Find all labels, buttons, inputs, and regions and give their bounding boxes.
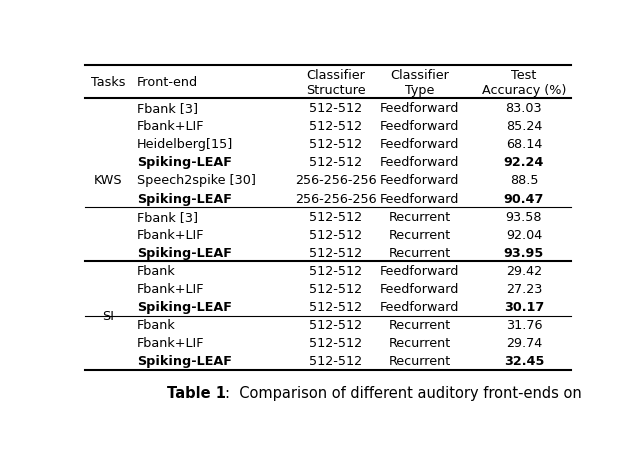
Text: Spiking-LEAF: Spiking-LEAF [137, 354, 232, 368]
Text: 93.95: 93.95 [504, 246, 544, 259]
Text: Spiking-LEAF: Spiking-LEAF [137, 300, 232, 313]
Text: Feedforward: Feedforward [380, 138, 460, 151]
Text: Feedforward: Feedforward [380, 156, 460, 169]
Text: Fbank [3]: Fbank [3] [137, 102, 198, 115]
Text: Table 1: Table 1 [167, 385, 226, 400]
Text: 512-512: 512-512 [309, 336, 362, 350]
Text: Fbank+LIF: Fbank+LIF [137, 120, 205, 133]
Text: Spiking-LEAF: Spiking-LEAF [137, 192, 232, 205]
Text: 512-512: 512-512 [309, 318, 362, 331]
Text: 83.03: 83.03 [506, 102, 542, 115]
Text: 29.42: 29.42 [506, 264, 542, 277]
Text: Test
Accuracy (%): Test Accuracy (%) [482, 69, 566, 97]
Text: Heidelberg[15]: Heidelberg[15] [137, 138, 234, 151]
Text: 512-512: 512-512 [309, 282, 362, 295]
Text: 512-512: 512-512 [309, 102, 362, 115]
Text: Fbank+LIF: Fbank+LIF [137, 228, 205, 241]
Text: 92.04: 92.04 [506, 228, 542, 241]
Text: 512-512: 512-512 [309, 120, 362, 133]
Text: 512-512: 512-512 [309, 228, 362, 241]
Text: Tasks: Tasks [91, 76, 125, 89]
Text: Fbank: Fbank [137, 318, 176, 331]
Text: Spiking-LEAF: Spiking-LEAF [137, 246, 232, 259]
Text: Speech2spike [30]: Speech2spike [30] [137, 174, 256, 187]
Text: SI: SI [102, 309, 115, 322]
Text: 90.47: 90.47 [504, 192, 544, 205]
Text: 512-512: 512-512 [309, 246, 362, 259]
Text: 512-512: 512-512 [309, 138, 362, 151]
Text: Feedforward: Feedforward [380, 174, 460, 187]
Text: Recurrent: Recurrent [388, 210, 451, 223]
Text: 31.76: 31.76 [506, 318, 542, 331]
Text: 92.24: 92.24 [504, 156, 544, 169]
Text: 512-512: 512-512 [309, 354, 362, 368]
Text: Fbank: Fbank [137, 264, 176, 277]
Text: Recurrent: Recurrent [388, 228, 451, 241]
Text: 93.58: 93.58 [506, 210, 542, 223]
Text: Recurrent: Recurrent [388, 318, 451, 331]
Text: 30.17: 30.17 [504, 300, 544, 313]
Text: 85.24: 85.24 [506, 120, 542, 133]
Text: 88.5: 88.5 [509, 174, 538, 187]
Text: Recurrent: Recurrent [388, 246, 451, 259]
Text: 512-512: 512-512 [309, 156, 362, 169]
Text: :  Comparison of different auditory front-ends on: : Comparison of different auditory front… [225, 385, 582, 400]
Text: 29.74: 29.74 [506, 336, 542, 350]
Text: 512-512: 512-512 [309, 210, 362, 223]
Text: Feedforward: Feedforward [380, 192, 460, 205]
Text: Front-end: Front-end [137, 76, 198, 89]
Text: Feedforward: Feedforward [380, 102, 460, 115]
Text: KWS: KWS [94, 174, 123, 187]
Text: 512-512: 512-512 [309, 264, 362, 277]
Text: Feedforward: Feedforward [380, 120, 460, 133]
Text: 68.14: 68.14 [506, 138, 542, 151]
Text: Classifier
Type: Classifier Type [390, 69, 449, 97]
Text: Fbank+LIF: Fbank+LIF [137, 336, 205, 350]
Text: Feedforward: Feedforward [380, 282, 460, 295]
Text: 256-256-256: 256-256-256 [294, 174, 376, 187]
Text: Recurrent: Recurrent [388, 354, 451, 368]
Text: Recurrent: Recurrent [388, 336, 451, 350]
Text: 32.45: 32.45 [504, 354, 544, 368]
Text: Feedforward: Feedforward [380, 300, 460, 313]
Text: 512-512: 512-512 [309, 300, 362, 313]
Text: Spiking-LEAF: Spiking-LEAF [137, 156, 232, 169]
Text: Fbank+LIF: Fbank+LIF [137, 282, 205, 295]
Text: Fbank [3]: Fbank [3] [137, 210, 198, 223]
Text: 256-256-256: 256-256-256 [294, 192, 376, 205]
Text: Feedforward: Feedforward [380, 264, 460, 277]
Text: Classifier
Structure: Classifier Structure [306, 69, 365, 97]
Text: 27.23: 27.23 [506, 282, 542, 295]
